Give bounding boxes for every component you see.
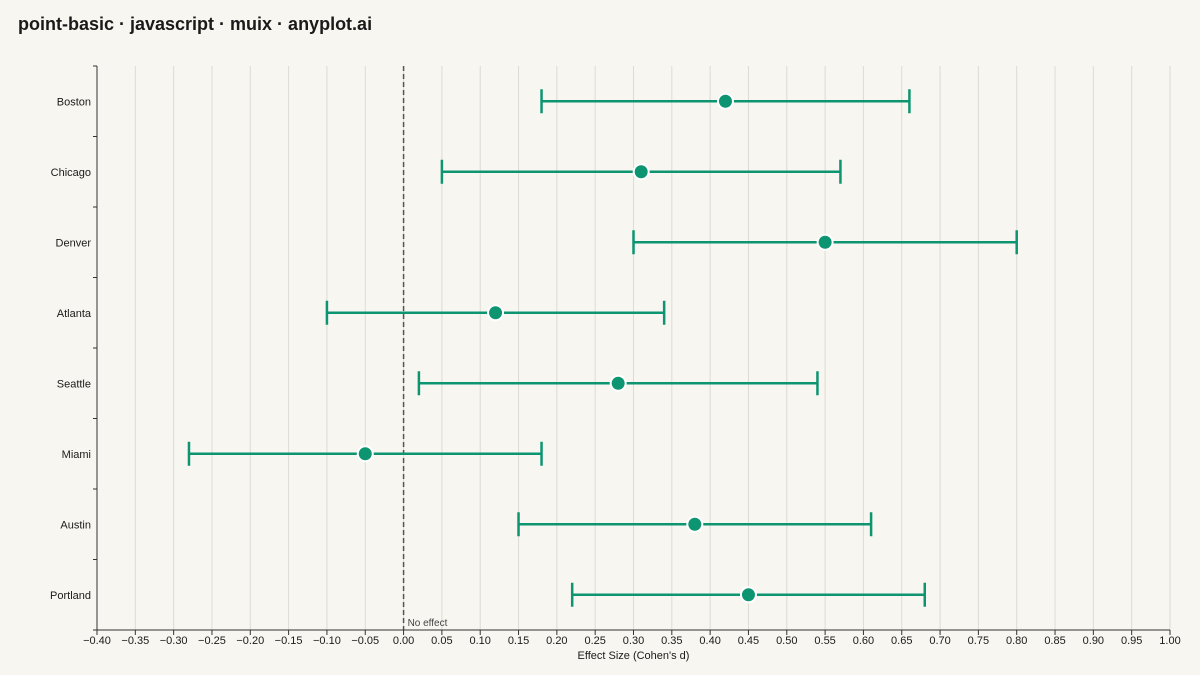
x-tick-label: 0.55 <box>814 635 835 647</box>
y-tick-label: Miami <box>62 449 91 461</box>
y-tick-label: Boston <box>57 96 91 108</box>
x-tick-label: 0.90 <box>1083 635 1104 647</box>
x-tick-label: 0.05 <box>431 635 452 647</box>
x-tick-label: −0.30 <box>160 635 188 647</box>
x-tick-label: 0.50 <box>776 635 797 647</box>
page-title: point-basic · javascript · muix · anyplo… <box>18 14 373 34</box>
x-tick-label: 0.20 <box>546 635 567 647</box>
estimate-point <box>487 304 505 322</box>
x-tick-label: −0.35 <box>121 635 149 647</box>
x-tick-label: −0.15 <box>275 635 303 647</box>
estimate-point <box>609 374 627 392</box>
grid-lines <box>134 66 1171 630</box>
x-tick-label: 0.65 <box>891 635 912 647</box>
y-tick-label: Atlanta <box>57 308 92 320</box>
y-tick-label: Seattle <box>57 378 91 390</box>
x-tick-label: 0.95 <box>1121 635 1142 647</box>
x-tick-label: 0.45 <box>738 635 759 647</box>
x-tick-label: −0.20 <box>236 635 264 647</box>
x-tick-label: 0.40 <box>699 635 720 647</box>
x-tick-label: 0.10 <box>470 635 491 647</box>
x-tick-label: 0.85 <box>1044 635 1065 647</box>
x-tick-label: 0.15 <box>508 635 529 647</box>
x-axis-label: Effect Size (Cohen's d) <box>578 650 690 662</box>
y-tick-label: Chicago <box>51 167 91 179</box>
x-tick-label: 0.00 <box>393 635 414 647</box>
estimate-point <box>686 515 704 533</box>
x-tick-label: 0.35 <box>661 635 682 647</box>
estimate-point <box>816 233 834 251</box>
estimate-point <box>356 445 374 463</box>
x-tick-label: 0.30 <box>623 635 644 647</box>
x-tick-label: 1.00 <box>1159 635 1180 647</box>
no-effect-label: No effect <box>408 618 448 629</box>
estimate-point <box>739 586 757 604</box>
y-tick-label: Portland <box>50 590 91 602</box>
estimate-point <box>716 92 734 110</box>
x-tick-label: −0.05 <box>351 635 379 647</box>
x-tick-label: 0.75 <box>968 635 989 647</box>
y-tick-label: Denver <box>56 237 92 249</box>
y-axis-ticks: Boston Chicago Denver Atlanta Seattle Miami Au… <box>50 65 97 631</box>
x-tick-label: 0.70 <box>929 635 950 647</box>
x-axis-ticks: −0.40 −0.35 −0.30 −0.25 −0.20 −0.15 −0.10 −0.05… <box>83 630 1181 647</box>
x-tick-label: 0.60 <box>853 635 874 647</box>
x-tick-label: −0.40 <box>83 635 111 647</box>
x-tick-label: −0.10 <box>313 635 341 647</box>
x-tick-label: 0.25 <box>584 635 605 647</box>
x-tick-label: −0.25 <box>198 635 226 647</box>
effect-size-series <box>187 89 1018 607</box>
x-tick-label: 0.80 <box>1006 635 1027 647</box>
estimate-point <box>632 163 650 181</box>
y-tick-label: Austin <box>60 519 91 531</box>
